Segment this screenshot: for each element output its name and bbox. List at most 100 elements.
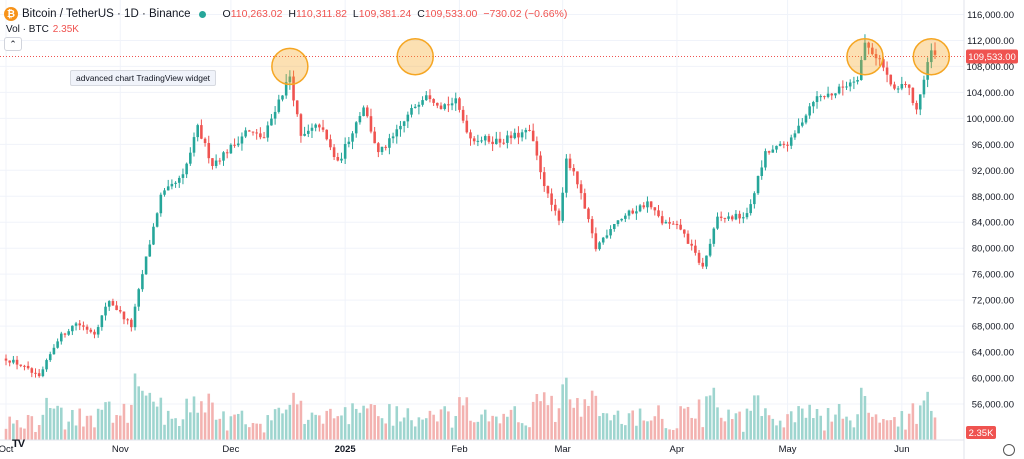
- volume-bar: [808, 404, 811, 440]
- collapse-legend-button[interactable]: ⌃: [4, 37, 22, 51]
- volume-bar: [675, 428, 679, 440]
- volume-bar: [432, 414, 435, 440]
- volume-bar: [74, 425, 78, 440]
- price-axis[interactable]: 56,000.00 60,000.00 64,000.00 68,000.00 72,0…: [963, 0, 1014, 459]
- candle-body: [377, 143, 380, 153]
- candle-body: [878, 58, 881, 60]
- candle-body: [882, 59, 885, 68]
- volume-bar: [753, 395, 756, 440]
- volume-bar: [631, 410, 634, 440]
- volume-bar: [413, 426, 417, 440]
- candle-body: [480, 140, 483, 142]
- volume-bar: [82, 426, 85, 440]
- candle-body: [760, 167, 764, 176]
- candle-body: [71, 325, 74, 332]
- candle-body: [417, 104, 421, 107]
- volume-bar: [163, 424, 166, 440]
- time-axis[interactable]: Oct Nov Dec 2025 Feb Mar Apr May Jun: [0, 439, 964, 455]
- candle-body: [236, 143, 240, 146]
- volume-bar: [531, 401, 535, 440]
- volume-bar: [93, 427, 96, 440]
- volume-bar: [565, 377, 568, 440]
- candle-body: [56, 341, 59, 348]
- volume-bar: [498, 423, 502, 440]
- settings-icon[interactable]: [1003, 444, 1015, 456]
- volume-bar: [819, 415, 823, 440]
- x-tick-label: Apr: [670, 444, 685, 455]
- candle-body: [524, 129, 528, 133]
- volume-bar: [321, 423, 325, 440]
- candle-body: [646, 201, 649, 208]
- volume-bar: [686, 406, 690, 440]
- candle-body: [284, 82, 288, 96]
- symbol-title[interactable]: Bitcoin / TetherUS · 1D · Binance: [22, 8, 191, 20]
- volume-bar: [354, 408, 358, 440]
- volume-bar: [874, 414, 878, 440]
- volume-bar: [509, 409, 513, 440]
- candle-body: [502, 142, 505, 144]
- change-value: −730.02 (−0.66%): [483, 8, 568, 20]
- volume-bar: [583, 399, 587, 440]
- volume-bar: [395, 406, 399, 440]
- candle-body: [155, 213, 159, 227]
- candle-body: [561, 192, 564, 221]
- volume-bar: [635, 425, 638, 440]
- candle-body: [587, 208, 590, 220]
- volume-bar: [907, 413, 911, 440]
- volume-bar: [255, 423, 258, 440]
- volume-bar: [627, 413, 631, 440]
- volume-bar: [270, 420, 273, 440]
- volume-bar: [137, 386, 140, 440]
- volume-bar: [893, 417, 896, 440]
- candle-body: [885, 67, 889, 75]
- candle-body: [292, 76, 295, 101]
- volume-bar: [19, 427, 23, 440]
- volume-bar: [867, 412, 870, 440]
- volume-bar: [207, 393, 211, 440]
- volume-bar: [554, 421, 557, 440]
- volume-bar: [771, 418, 775, 440]
- volume-bar: [793, 422, 797, 440]
- candle-body: [690, 243, 693, 246]
- candle-body: [196, 125, 199, 138]
- candle-body: [402, 121, 406, 126]
- tradingview-logo[interactable]: TV: [12, 438, 25, 450]
- candle-body: [808, 106, 811, 116]
- volume-bar: [812, 418, 815, 440]
- candle-body: [683, 229, 686, 234]
- volume-bar: [646, 421, 649, 440]
- volume-bar: [362, 405, 365, 440]
- candle-body: [745, 213, 749, 218]
- candle-body: [465, 120, 469, 133]
- candle-body: [686, 233, 690, 244]
- volume-bar: [48, 408, 52, 440]
- volume-bar: [63, 429, 67, 440]
- candle-body: [933, 50, 937, 55]
- ohlc-readout: O110,263.02 H110,311.82 L109,381.24 C109…: [222, 8, 568, 20]
- volume-bar: [458, 397, 461, 440]
- candle-body: [804, 115, 808, 123]
- candle-body: [583, 193, 587, 209]
- volume-bar: [871, 416, 874, 440]
- volume-bar: [782, 427, 786, 440]
- candle-body: [801, 122, 804, 126]
- candle-body: [307, 130, 310, 134]
- last-price-badge: [966, 49, 1018, 64]
- volume-bar: [730, 419, 734, 440]
- volume-bar: [620, 423, 623, 440]
- volume-value: 2.35K: [52, 24, 79, 35]
- volume-bar: [823, 430, 826, 440]
- candle-body: [771, 149, 775, 153]
- volume-bar: [347, 424, 351, 440]
- volume-bar: [745, 408, 749, 440]
- volume-bar: [45, 397, 48, 440]
- volume-bar: [67, 421, 70, 440]
- candle-body: [15, 359, 19, 365]
- volume-bar: [229, 416, 233, 440]
- x-tick-label: Jun: [894, 444, 909, 455]
- candle-body: [23, 365, 26, 367]
- candle-body: [867, 42, 870, 48]
- volume-bar: [329, 408, 332, 440]
- volume-bar: [708, 395, 712, 440]
